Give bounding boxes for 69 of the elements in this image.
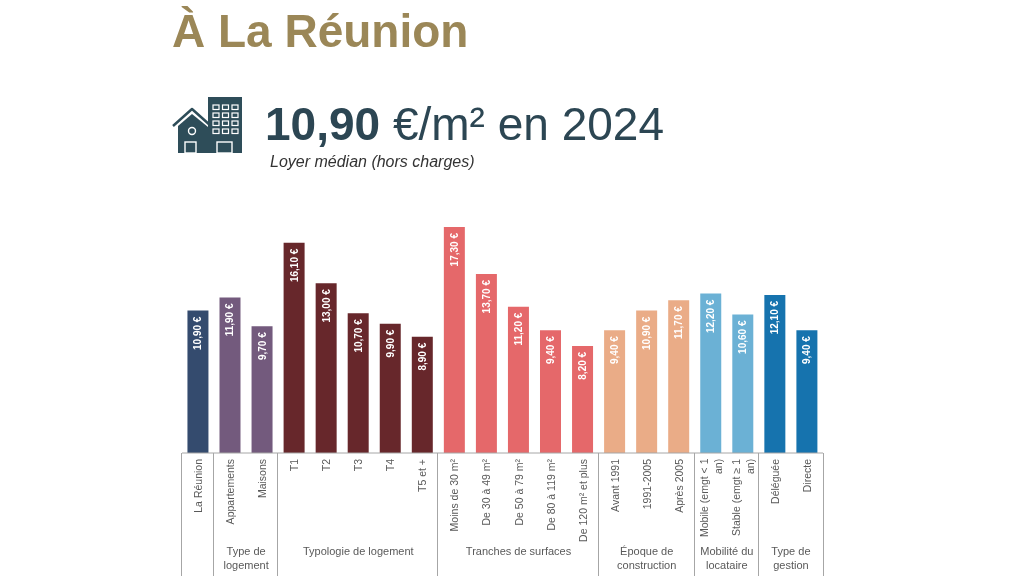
bar — [507, 306, 529, 453]
text: Type de logement — [222, 544, 270, 572]
bar — [219, 297, 241, 453]
data-label: 13,70 € — [480, 279, 492, 314]
x-tick-label: T5 et + — [415, 459, 430, 492]
x-tick-label: Déléguée — [767, 459, 782, 504]
bar — [411, 336, 433, 453]
data-label: 8,20 € — [577, 351, 589, 380]
data-label: 10,60 € — [737, 320, 749, 354]
text: Mobilité du locataire — [699, 544, 755, 572]
x-tick-label: La Réunion — [191, 459, 205, 513]
bar — [796, 330, 818, 453]
data-label: 12,10 € — [769, 300, 781, 335]
text: Type de gestion — [770, 544, 812, 572]
bar — [604, 330, 626, 453]
x-tick-label: T2 — [319, 459, 334, 472]
data-label: 10,70 € — [352, 318, 364, 353]
text: Typologie de logement — [301, 544, 415, 558]
bar — [443, 227, 465, 453]
y-axis-title: Loyer médian (hors charges) — [270, 152, 475, 172]
data-label: 9,40 € — [801, 335, 813, 365]
data-label: 10,90 € — [641, 316, 653, 350]
data-label: 9,40 € — [609, 335, 621, 365]
bar — [347, 313, 369, 453]
x-tick-label: De 30 à 49 m² — [479, 459, 494, 526]
x-tick-label: 1991-2005 — [639, 459, 654, 510]
x-tick-label: Après 2005 — [671, 459, 686, 513]
bar — [668, 300, 690, 453]
x-tick-label: De 80 à 119 m² — [543, 459, 558, 531]
x-tick-label: Avant 1991 — [607, 459, 622, 512]
chart-title: À La Réunion — [172, 5, 469, 57]
data-label: 13,00 € — [320, 288, 332, 323]
text: Époque de construction — [616, 544, 678, 572]
text: Tranches de surfaces — [464, 544, 573, 558]
x-tick-label: Maisons — [255, 459, 270, 499]
data-label: 9,70 € — [256, 331, 268, 361]
x-tick-label: Moins de 30 m² — [447, 459, 462, 532]
x-tick-label: Directe — [799, 459, 814, 493]
bar — [572, 345, 594, 453]
data-label: 11,90 € — [224, 303, 236, 337]
bar — [315, 283, 337, 453]
bar — [187, 310, 209, 453]
data-label: 17,30 € — [448, 232, 460, 267]
data-label: 12,20 € — [705, 299, 717, 333]
bar — [732, 314, 754, 453]
bar — [251, 326, 273, 453]
x-tick-label: Stable (emgt ≥ 1 an) — [728, 459, 757, 538]
bar — [764, 294, 786, 453]
x-tick-label: De 50 à 79 m² — [511, 459, 526, 526]
bar — [475, 274, 497, 453]
bar — [283, 242, 305, 453]
data-label: 10,90 € — [192, 316, 204, 350]
x-tick-label: T4 — [383, 459, 398, 472]
x-tick-label: De 120 m² et plus — [575, 459, 590, 542]
data-label: 9,90 € — [384, 329, 396, 358]
x-tick-label: Mobile (emgt < 1 an) — [696, 459, 725, 540]
data-label: 8,90 € — [416, 342, 428, 371]
data-label: 11,70 € — [673, 305, 685, 339]
x-tick-label: T1 — [287, 459, 302, 472]
data-label: 11,20 € — [512, 312, 524, 346]
chart-subtitle: 10,90 €/m² en 2024 — [265, 98, 664, 150]
data-label: 16,10 € — [288, 248, 300, 283]
bar — [540, 330, 561, 453]
data-label: 9,40 € — [545, 335, 556, 365]
x-tick-label: T3 — [351, 459, 366, 472]
bar — [636, 310, 658, 453]
bar — [379, 323, 401, 453]
x-tick-label: Appartements — [223, 459, 238, 525]
bar — [700, 293, 722, 453]
